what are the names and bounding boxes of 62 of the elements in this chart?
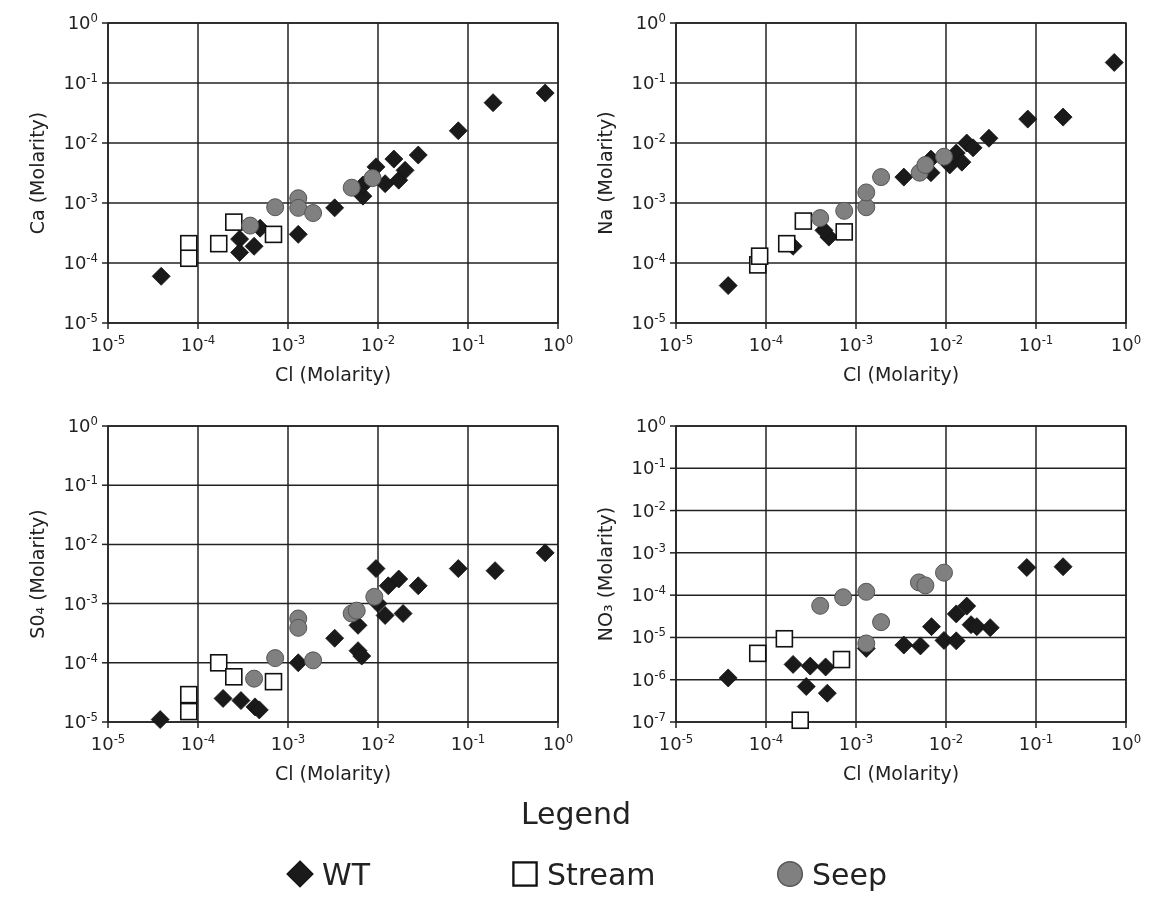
x-tick-label: 10$^{-3}$ [838, 732, 874, 754]
y-tick-label: 10$^{-4}$ [631, 583, 666, 606]
x-tick-label: 10$^{-1}$ [450, 333, 486, 355]
y-tick-label: 10$^{-5}$ [631, 311, 666, 333]
y-tick-label: 10$^{-5}$ [63, 710, 98, 732]
y-tick-label: 10$^{-1}$ [63, 71, 98, 93]
y-tick-label: 10$^{-2}$ [63, 131, 98, 153]
x-tick-label: 10$^{-3}$ [270, 333, 306, 355]
x-tick-label: 10$^{-1}$ [450, 732, 486, 754]
y-tick-label: 10$^{-4}$ [631, 251, 666, 273]
y-tick-label: 10$^{-4}$ [63, 650, 98, 673]
y-tick-label: 10$^{-1}$ [63, 473, 98, 496]
y-tick-label: 10$^{-3}$ [631, 540, 666, 563]
x-tick-label: 10$^{-4}$ [748, 333, 784, 355]
x-tick-label: 10$^{-3}$ [270, 732, 306, 754]
legend-label: Stream [547, 857, 656, 892]
y-tick-label: 10$^{-3}$ [631, 191, 666, 213]
y-tick-label: 10$^{-4}$ [63, 251, 98, 273]
y-tick-label: 10$^{0}$ [635, 11, 666, 33]
x-axis-title: Cl (Molarity) [842, 363, 960, 385]
x-tick-label: 10$^{0}$ [1110, 333, 1142, 355]
y-tick-label: 10$^{-5}$ [63, 311, 98, 333]
y-tick-label: 10$^{0}$ [67, 11, 98, 33]
legend-title: Legend [520, 796, 632, 831]
x-tick-label: 10$^{0}$ [542, 732, 574, 754]
y-axis-title: Ca (Molarity) [26, 111, 48, 235]
legend-label: Seep [812, 857, 887, 892]
y-tick-label: 10$^{-3}$ [63, 191, 98, 213]
x-tick-label: 10$^{-3}$ [838, 333, 874, 355]
y-axis-title: Na (Molarity) [594, 111, 616, 235]
x-tick-label: 10$^{-5}$ [90, 732, 126, 754]
x-axis-title: Cl (Molarity) [842, 762, 960, 784]
y-tick-label: 10$^{-1}$ [631, 456, 666, 479]
x-tick-label: 10$^{-4}$ [180, 732, 216, 754]
x-tick-label: 10$^{-2}$ [928, 732, 964, 754]
y-tick-label: 10$^{-3}$ [63, 591, 98, 614]
x-tick-label: 10$^{-1}$ [1018, 732, 1054, 754]
y-tick-label: 10$^{-1}$ [631, 71, 666, 93]
x-tick-label: 10$^{-2}$ [928, 333, 964, 355]
x-tick-label: 10$^{-2}$ [360, 333, 396, 355]
x-tick-label: 10$^{-4}$ [748, 732, 784, 754]
x-tick-label: 10$^{0}$ [542, 333, 574, 355]
x-tick-label: 10$^{-2}$ [360, 732, 396, 754]
y-tick-label: 10$^{-5}$ [631, 625, 666, 648]
x-axis-title: Cl (Molarity) [274, 363, 392, 385]
legend-label: WT [322, 857, 371, 892]
y-tick-label: 10$^{-2}$ [631, 498, 666, 521]
x-axis-title: Cl (Molarity) [274, 762, 392, 784]
y-tick-label: 10$^{-7}$ [631, 710, 666, 732]
x-tick-label: 10$^{-5}$ [90, 333, 126, 355]
x-tick-label: 10$^{-4}$ [180, 333, 216, 355]
x-tick-label: 10$^{0}$ [1110, 732, 1142, 754]
y-axis-title: NO₃ (Molarity) [594, 506, 616, 642]
y-tick-label: 10$^{-2}$ [631, 131, 666, 153]
x-tick-label: 10$^{-5}$ [658, 333, 694, 355]
x-tick-label: 10$^{-1}$ [1018, 333, 1054, 355]
x-tick-label: 10$^{-5}$ [658, 732, 694, 754]
y-tick-label: 10$^{-2}$ [63, 532, 98, 555]
y-tick-label: 10$^{-6}$ [631, 667, 666, 690]
y-tick-label: 10$^{0}$ [635, 414, 666, 436]
y-tick-label: 10$^{0}$ [67, 414, 98, 436]
y-axis-title: S0₄ (Molarity) [26, 509, 48, 639]
